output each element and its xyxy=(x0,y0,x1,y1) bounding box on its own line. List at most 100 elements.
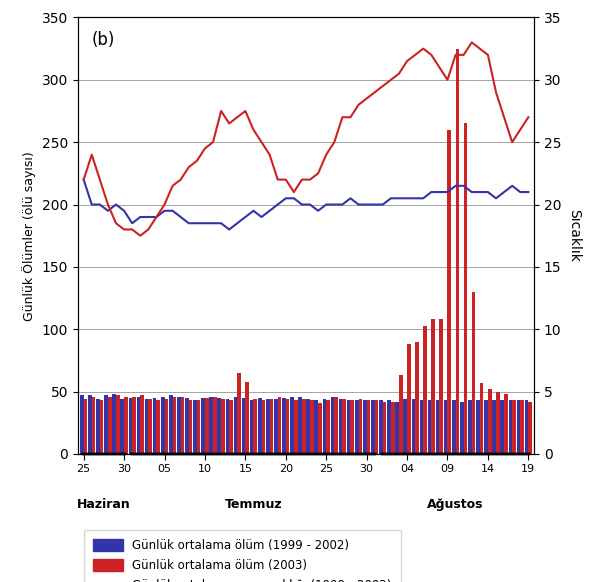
Bar xyxy=(493,400,496,454)
Bar xyxy=(525,400,529,454)
Bar xyxy=(124,396,128,454)
Bar xyxy=(439,320,443,454)
Bar xyxy=(323,399,326,454)
Bar xyxy=(169,395,173,454)
Bar xyxy=(302,399,305,454)
Bar xyxy=(423,325,427,454)
Text: Temmuz: Temmuz xyxy=(224,498,282,510)
Bar xyxy=(290,396,294,454)
Bar xyxy=(112,394,116,454)
Bar xyxy=(307,399,310,454)
Bar xyxy=(189,400,193,454)
Bar xyxy=(419,400,423,454)
Text: Haziran: Haziran xyxy=(77,498,131,510)
Bar xyxy=(452,400,455,454)
Bar xyxy=(269,399,273,454)
Bar xyxy=(476,400,480,454)
Bar xyxy=(448,130,451,454)
Bar xyxy=(233,396,237,454)
Bar xyxy=(278,396,281,454)
Bar xyxy=(363,400,367,454)
Bar xyxy=(415,342,419,454)
Bar xyxy=(383,402,386,454)
Bar xyxy=(350,400,354,454)
Bar xyxy=(88,395,92,454)
Bar xyxy=(294,400,298,454)
Bar xyxy=(153,398,157,454)
Bar xyxy=(391,402,395,454)
Bar xyxy=(108,396,112,454)
Bar xyxy=(121,399,124,454)
Bar xyxy=(205,398,209,454)
Bar xyxy=(488,389,491,454)
Bar xyxy=(161,396,164,454)
Text: (b): (b) xyxy=(92,31,115,48)
Bar xyxy=(520,400,524,454)
Bar xyxy=(298,396,302,454)
Bar xyxy=(237,373,241,454)
Bar xyxy=(412,399,415,454)
Bar xyxy=(355,400,359,454)
Bar xyxy=(164,399,168,454)
Bar xyxy=(407,344,411,454)
Bar xyxy=(512,400,516,454)
Bar xyxy=(455,49,459,454)
Bar xyxy=(500,400,504,454)
Bar xyxy=(96,399,100,454)
Bar xyxy=(484,400,488,454)
Bar xyxy=(128,398,132,454)
Bar xyxy=(331,396,334,454)
Bar xyxy=(431,320,435,454)
Bar xyxy=(517,400,520,454)
Bar xyxy=(371,400,375,454)
Bar xyxy=(274,399,278,454)
Bar xyxy=(201,398,205,454)
Bar xyxy=(339,399,343,454)
Bar xyxy=(137,396,140,454)
Bar xyxy=(496,392,500,454)
Bar xyxy=(282,398,286,454)
Bar xyxy=(326,400,330,454)
Bar xyxy=(242,398,245,454)
Bar xyxy=(403,399,407,454)
Bar xyxy=(177,396,181,454)
Bar xyxy=(359,399,362,454)
Bar xyxy=(444,400,448,454)
Bar xyxy=(334,396,338,454)
Bar xyxy=(193,400,197,454)
Bar xyxy=(379,400,383,454)
Bar xyxy=(286,399,289,454)
Bar xyxy=(80,395,83,454)
Bar xyxy=(529,402,532,454)
Bar xyxy=(343,399,346,454)
Bar xyxy=(314,400,318,454)
Bar xyxy=(83,399,87,454)
Bar xyxy=(132,396,136,454)
Bar xyxy=(245,382,249,454)
Bar xyxy=(504,394,508,454)
Bar xyxy=(266,399,269,454)
Bar xyxy=(460,402,464,454)
Bar xyxy=(157,400,160,454)
Bar xyxy=(480,383,484,454)
Bar xyxy=(104,395,108,454)
Bar xyxy=(181,396,184,454)
Bar xyxy=(173,396,176,454)
Bar xyxy=(226,399,229,454)
Bar xyxy=(399,375,403,454)
Bar xyxy=(387,400,391,454)
Bar xyxy=(436,400,439,454)
Bar xyxy=(509,400,512,454)
Bar xyxy=(221,399,225,454)
Bar xyxy=(197,400,200,454)
Bar xyxy=(217,398,221,454)
Bar xyxy=(318,403,322,454)
Bar xyxy=(100,400,103,454)
Legend: Günlük ortalama ölüm (1999 - 2002), Günlük ortalama ölüm (2003), Günlük ortalama: Günlük ortalama ölüm (1999 - 2002), Günl… xyxy=(84,530,401,582)
Bar xyxy=(213,396,217,454)
Bar xyxy=(428,400,431,454)
Bar xyxy=(229,400,233,454)
Bar xyxy=(148,399,152,454)
Bar xyxy=(367,400,370,454)
Text: Ağustos: Ağustos xyxy=(427,498,484,510)
